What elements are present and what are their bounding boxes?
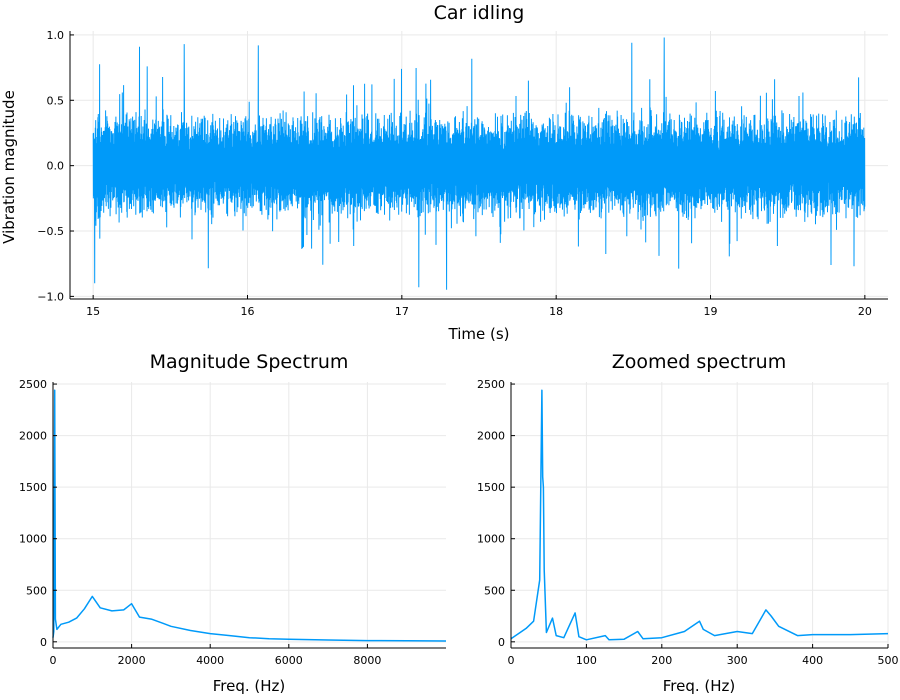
axis-layer: 15 16 17 18 19 20 −1.0 −0.5 0.0 0.5 1.0 [37, 29, 888, 318]
y-tick-label: 0.5 [47, 94, 65, 107]
x-tick-label: 16 [240, 305, 254, 318]
y-tick-label: 500 [484, 584, 505, 597]
time-series-panel: 15 16 17 18 19 20 −1.0 −0.5 0.0 0.5 1.0 Car idling… [0, 2, 888, 343]
x-tick-label: 6000 [275, 654, 303, 667]
x-tick-label: 500 [878, 654, 899, 667]
y-tick-label: 500 [26, 584, 47, 597]
y-tick-label: −1.0 [37, 290, 64, 303]
y-tick-label: 2500 [477, 378, 505, 391]
x-tick-label: 300 [727, 654, 748, 667]
y-tick-label: 0 [40, 636, 47, 649]
x-axis-label: Freq. (Hz) [213, 677, 286, 695]
x-tick-label: 0 [508, 654, 515, 667]
zoomed-spectrum-panel: 0 100 200 300 400 500 0 500 1000 1500 2000 2500 Zoo… [477, 351, 899, 695]
y-tick-label: 1500 [477, 481, 505, 494]
x-tick-label: 0 [50, 654, 57, 667]
x-tick-label: 19 [704, 305, 718, 318]
x-tick-label: 18 [549, 305, 563, 318]
grid-layer [52, 382, 446, 648]
x-tick-label: 400 [802, 654, 823, 667]
x-tick-label: 15 [86, 305, 100, 318]
data-layer [52, 389, 447, 642]
axis-layer: 0 100 200 300 400 500 0 500 1000 1500 2000 2500 [477, 378, 899, 667]
magnitude-spectrum-panel: 0 2000 4000 6000 8000 0 500 1000 1500 2000 2500 Ma… [19, 351, 447, 695]
y-tick-label: −0.5 [37, 225, 64, 238]
x-tick-label: 4000 [196, 654, 224, 667]
x-tick-label: 17 [395, 305, 409, 318]
y-axis-label: Vibration magnitude [0, 90, 18, 244]
y-tick-label: 0.0 [47, 160, 65, 173]
spectrum-line [510, 389, 889, 641]
x-tick-label: 2000 [118, 654, 146, 667]
x-axis-label: Freq. (Hz) [663, 677, 736, 695]
data-layer [510, 389, 889, 641]
grid-layer [510, 382, 889, 648]
x-tick-label: 100 [576, 654, 597, 667]
x-tick-label: 20 [858, 305, 872, 318]
y-tick-label: 0 [498, 636, 505, 649]
y-tick-label: 1.0 [47, 29, 65, 42]
y-tick-label: 2000 [19, 430, 47, 443]
x-tick-label: 200 [651, 654, 672, 667]
data-layer [92, 37, 866, 290]
chart-title: Zoomed spectrum [612, 351, 786, 373]
spectrum-line [52, 389, 447, 642]
axis-layer: 0 2000 4000 6000 8000 0 500 1000 1500 2000 2500 [19, 378, 446, 667]
y-tick-label: 1000 [477, 533, 505, 546]
vibration-signal-line [92, 37, 866, 290]
chart-title: Car idling [434, 2, 525, 24]
x-axis-label: Time (s) [448, 325, 510, 343]
chart-title: Magnitude Spectrum [150, 351, 349, 373]
y-tick-label: 2000 [477, 430, 505, 443]
y-tick-label: 1000 [19, 533, 47, 546]
y-tick-label: 2500 [19, 378, 47, 391]
y-tick-label: 1500 [19, 481, 47, 494]
x-tick-label: 8000 [353, 654, 381, 667]
